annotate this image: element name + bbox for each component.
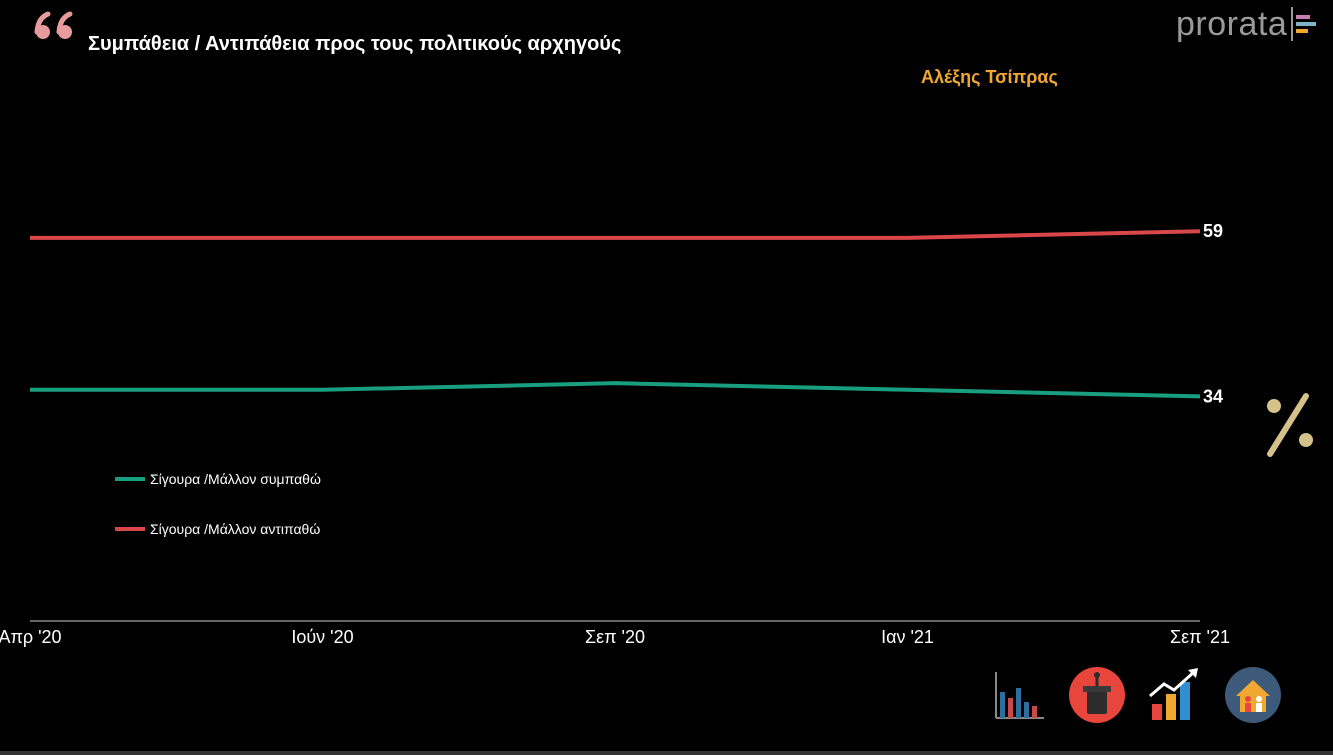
series-line-0: [30, 381, 1201, 399]
x-tick-label: Απρ '20: [0, 627, 62, 647]
family-home-icon[interactable]: [1224, 666, 1282, 724]
chart-title: Συμπάθεια / Αντιπάθεια προς τους πολιτικ…: [88, 33, 622, 55]
prorata-logo: prorata: [1176, 4, 1321, 44]
quote-icon: [34, 11, 73, 39]
end-value-label: 59: [1203, 221, 1223, 241]
bottom-border: [0, 751, 1333, 755]
x-tick-label: Ιαν '21: [881, 627, 934, 647]
podium-microphone-icon[interactable]: [1068, 666, 1126, 724]
legend-label: Σίγουρα /Μάλλον αντιπαθώ: [150, 521, 320, 537]
x-tick-label: Ιούν '20: [291, 627, 353, 647]
percent-icon: [1267, 393, 1313, 457]
line-chart: Απρ '20 Ιούν '20 Σεπ '20 Ιαν '21 Σεπ '21 34 59…: [0, 221, 1230, 647]
end-value-label: 34: [1203, 386, 1223, 406]
chart-subtitle: Αλέξης Τσίπρας: [921, 67, 1058, 87]
series-line-1: [30, 229, 1201, 240]
logo-text: prorata: [1176, 4, 1288, 43]
x-tick-label: Σεπ '21: [1170, 627, 1230, 647]
trend-growth-icon[interactable]: [1146, 666, 1204, 724]
bar-chart-icon[interactable]: [990, 666, 1048, 724]
footer-icons: [990, 666, 1282, 724]
legend-label: Σίγουρα /Μάλλον συμπαθώ: [150, 471, 321, 487]
logo-bars-icon: [1291, 7, 1317, 41]
x-tick-label: Σεπ '20: [585, 627, 645, 647]
